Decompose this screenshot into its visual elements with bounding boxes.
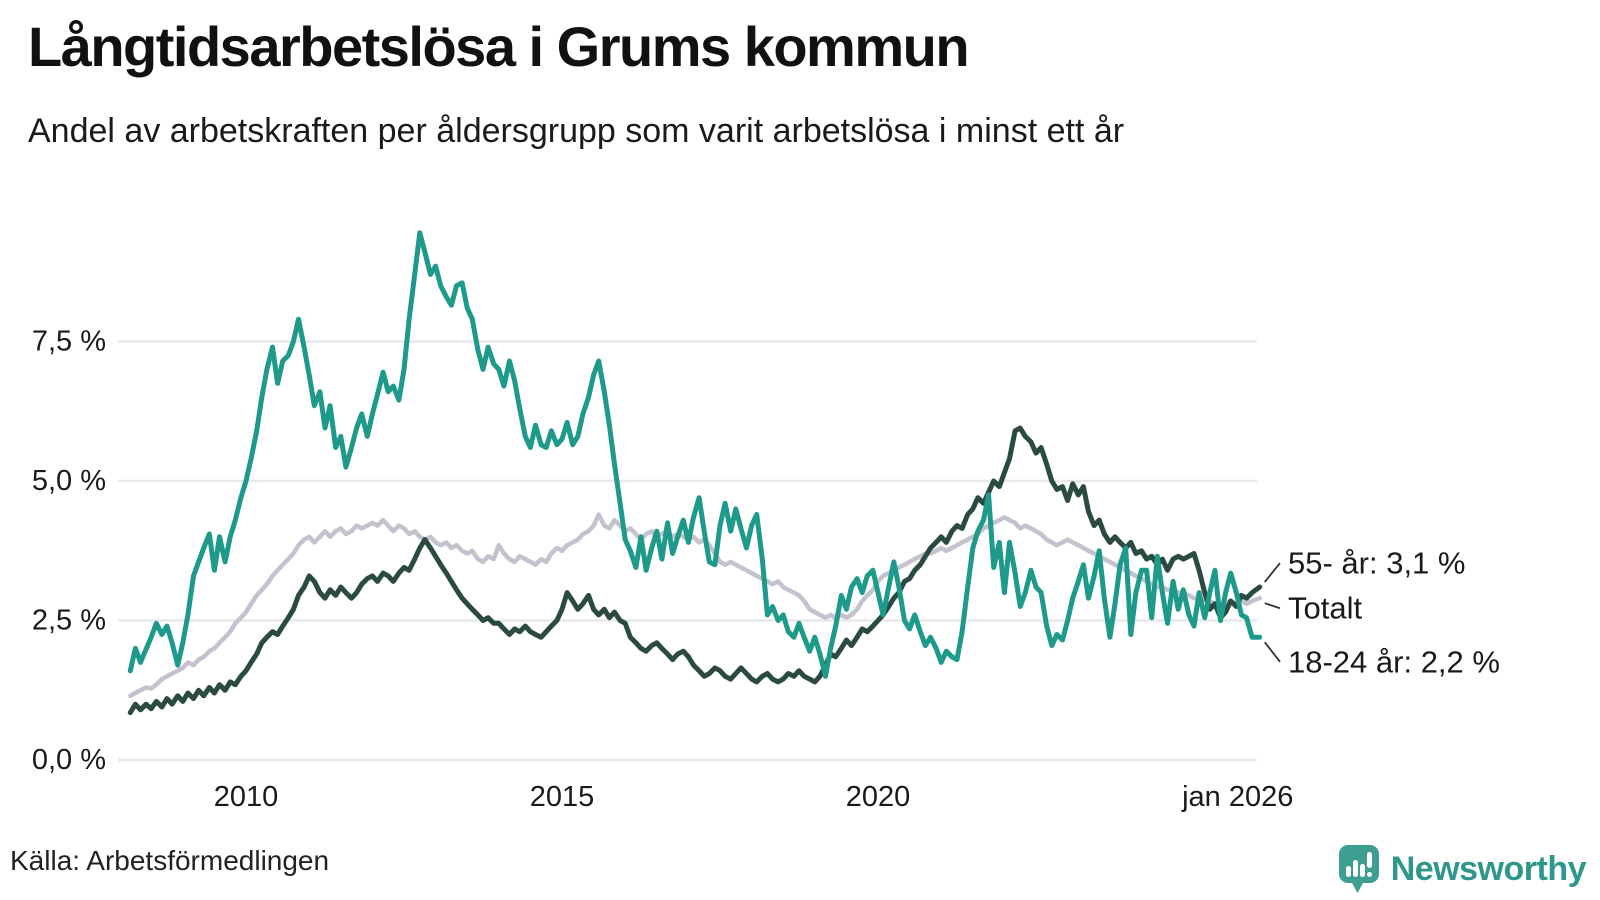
x-axis-label: 2010 xyxy=(214,781,279,813)
x-axis-label: 2020 xyxy=(846,781,911,813)
source-note: Källa: Arbetsförmedlingen xyxy=(10,845,330,876)
annotation-label: 55- år: 3,1 % xyxy=(1288,546,1465,581)
newsworthy-logo-icon xyxy=(1337,843,1381,895)
series-line-18-24-ar xyxy=(127,230,1263,679)
series-line-totalt xyxy=(128,512,1262,699)
annotation-label: Totalt xyxy=(1288,591,1362,626)
x-axis-label: jan 2026 xyxy=(1181,781,1293,813)
y-axis-label: 7,5 % xyxy=(32,326,106,358)
y-axis-label: 2,5 % xyxy=(32,605,106,637)
annotation-leader-line xyxy=(1264,602,1281,610)
annotation-leader-line xyxy=(1264,641,1281,663)
x-axis-label: 2015 xyxy=(530,781,595,813)
newsworthy-logo-text: Newsworthy xyxy=(1390,849,1587,888)
series-line-55-ar xyxy=(127,425,1263,716)
page-subtitle: Andel av arbetskraften per åldersgrupp s… xyxy=(28,112,1125,150)
annotation-label: 18-24 år: 2,2 % xyxy=(1288,644,1500,679)
annotation-leader-line xyxy=(1264,562,1281,583)
y-axis-label: 5,0 % xyxy=(32,465,106,497)
newsworthy-logo[interactable]: Newsworthy xyxy=(1337,843,1587,895)
y-axis-label: 0,0 % xyxy=(32,744,106,776)
page-title: Långtidsarbetslösa i Grums kommun xyxy=(28,15,970,78)
